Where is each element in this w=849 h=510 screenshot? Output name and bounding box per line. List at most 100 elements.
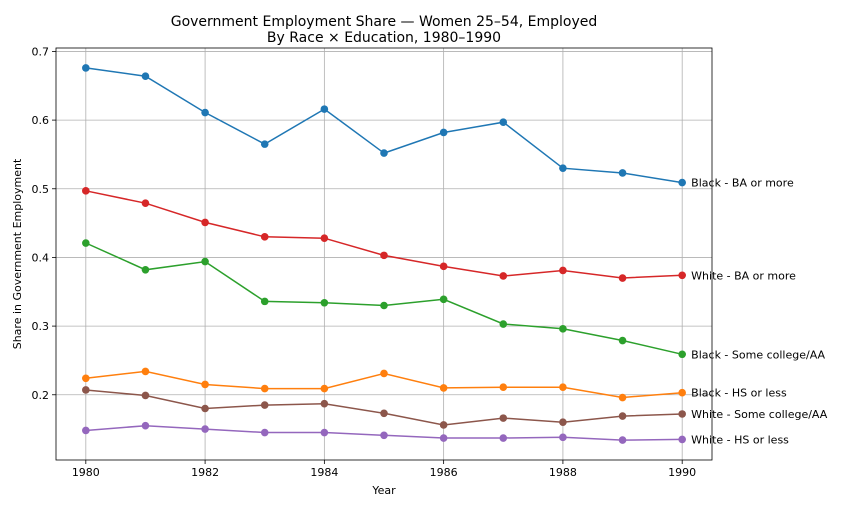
plot-frame <box>55 47 713 461</box>
data-point <box>320 105 329 113</box>
data-point <box>260 401 269 409</box>
data-point <box>82 374 90 383</box>
data-point <box>559 325 567 333</box>
data-point <box>82 187 90 195</box>
series-line <box>85 190 683 279</box>
data-point <box>320 384 329 393</box>
x-tick-label: 1984 <box>310 466 338 479</box>
data-point <box>201 218 209 227</box>
data-point <box>260 233 269 241</box>
data-point <box>439 262 448 271</box>
data-point <box>678 271 686 280</box>
y-tick-label: 0.4 <box>32 251 50 264</box>
data-point <box>320 428 329 437</box>
data-point <box>141 265 150 274</box>
x-tick-label: 1986 <box>430 466 458 479</box>
series <box>82 239 686 359</box>
data-point <box>559 266 567 275</box>
data-point <box>380 251 388 260</box>
data-point <box>499 414 508 422</box>
data-point <box>618 169 627 177</box>
y-axis-label: Share in Government Employment <box>11 158 24 349</box>
data-point <box>678 350 686 359</box>
series-labels: Black - BA or more White - BA or more Blac… <box>691 177 828 447</box>
data-point <box>499 383 508 392</box>
x-tick-label: 1990 <box>668 466 696 479</box>
data-point <box>618 412 627 420</box>
data-point <box>499 434 508 442</box>
series-end-label: White - BA or more <box>691 269 796 282</box>
data-point <box>141 367 150 376</box>
series <box>82 367 686 402</box>
y-tick-label: 0.2 <box>32 389 50 402</box>
y-tick-label: 0.6 <box>32 114 50 127</box>
data-point <box>380 301 388 310</box>
data-point <box>499 320 508 328</box>
data-point <box>260 384 269 393</box>
data-point <box>618 274 627 282</box>
data-point <box>559 383 567 392</box>
data-point <box>201 108 209 117</box>
data-point <box>439 434 448 442</box>
series <box>82 187 686 282</box>
data-point <box>380 369 388 378</box>
axis-ticks: 1980 1982 1984 1986 1988 1990 0.2 0.3 0.4 0.5 0.6 0… <box>32 45 697 479</box>
series-end-label: Black - HS or less <box>691 387 787 400</box>
data-point <box>82 386 90 394</box>
data-point <box>559 433 567 442</box>
data-point <box>201 425 209 433</box>
data-point <box>618 393 627 402</box>
series-line <box>85 242 683 356</box>
data-point <box>678 435 686 444</box>
series-end-label: White - HS or less <box>691 433 789 446</box>
data-point <box>380 149 388 157</box>
data-point <box>201 257 209 266</box>
data-point <box>260 428 269 437</box>
data-point <box>141 391 150 400</box>
y-tick-label: 0.7 <box>32 45 50 58</box>
data-point <box>380 431 388 440</box>
x-axis-label: Year <box>371 484 396 497</box>
series-end-label: White - Some college/AA <box>691 408 828 421</box>
data-point <box>141 421 150 430</box>
x-tick-label: 1982 <box>191 466 219 479</box>
data-point <box>559 164 567 172</box>
data-point <box>260 140 269 148</box>
data-point <box>201 380 209 389</box>
y-tick-label: 0.3 <box>32 320 50 333</box>
data-point <box>499 272 508 280</box>
data-point <box>201 404 209 413</box>
data-point <box>618 436 627 444</box>
series <box>82 64 686 187</box>
data-point <box>439 384 448 392</box>
data-point <box>678 388 686 397</box>
series-line <box>85 67 683 184</box>
data-point <box>439 421 448 429</box>
data-point <box>380 409 388 418</box>
data-point <box>82 64 90 72</box>
data-point <box>260 297 269 306</box>
data-point <box>141 199 150 207</box>
series <box>82 421 686 444</box>
series-end-label: Black - Some college/AA <box>691 348 825 361</box>
series-group <box>82 64 686 444</box>
data-point <box>499 118 508 126</box>
y-tick-label: 0.5 <box>32 183 50 196</box>
data-point <box>439 295 448 304</box>
data-point <box>320 234 329 243</box>
data-point <box>559 418 567 427</box>
data-point <box>618 336 627 345</box>
data-point <box>678 178 686 187</box>
x-tick-label: 1988 <box>549 466 577 479</box>
data-point <box>141 72 150 80</box>
data-point <box>320 298 329 307</box>
chart-subtitle: By Race × Education, 1980–1990 <box>267 30 501 46</box>
data-point <box>678 410 686 418</box>
series <box>82 386 686 429</box>
chart-title: Government Employment Share — Women 25–5… <box>171 14 598 30</box>
data-point <box>82 239 90 247</box>
series-end-label: Black - BA or more <box>691 177 794 190</box>
series-line <box>85 389 683 426</box>
x-tick-label: 1980 <box>72 466 100 479</box>
